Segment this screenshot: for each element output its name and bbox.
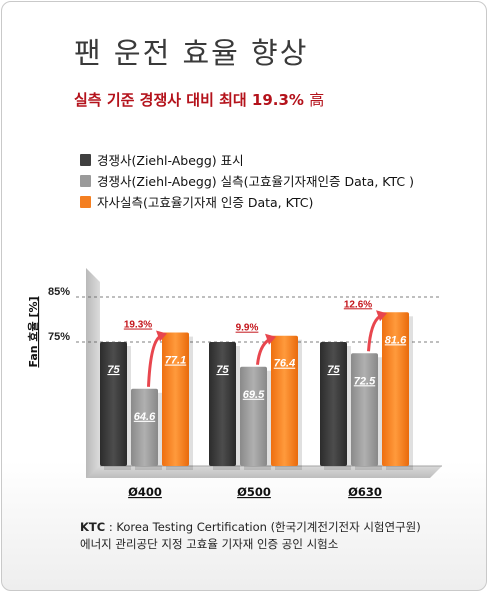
improvement-arrows (147, 310, 387, 387)
footer-note: KTC : Korea Testing Certification (한국기계전… (80, 519, 421, 553)
legend-label: 자사실측(고효율기자재 인증 Data, KTC) (97, 195, 314, 210)
bar (162, 332, 189, 466)
legend-item: 경쟁사(Ziehl-Abegg) 실측(고효율기자재인증 Data, KTC ) (80, 170, 414, 191)
improvement-label: 19.3% (124, 320, 152, 331)
arrow-head (265, 333, 276, 345)
bar-value-label: 69.5 (243, 389, 265, 401)
improvement-labels: 19.3% 9.9% 12.6% (124, 299, 372, 333)
bar-value-label: 75 (107, 364, 120, 376)
bar (209, 342, 236, 466)
bar-value-label: 76.4 (274, 358, 295, 370)
subtitle: 실측 기준 경쟁사 대비 최대 19.3% 高 (74, 89, 324, 110)
legend-label: 경쟁사(Ziehl-Abegg) 실측(고효율기자재인증 Data, KTC ) (97, 174, 414, 189)
legend-swatch (80, 195, 91, 208)
bar (351, 353, 378, 466)
bar (382, 312, 409, 466)
gridlines (76, 296, 442, 343)
chart-left-wall (86, 268, 100, 478)
chart-floor (86, 466, 442, 478)
legend-item: 자사실측(고효율기자재 인증 Data, KTC) (80, 191, 414, 212)
legend-label: 경쟁사(Ziehl-Abegg) 표시 (97, 153, 244, 168)
footer-line-2: 에너지 관리공단 지정 고효율 기자재 인증 공인 시험소 (80, 537, 339, 551)
subtitle-tail: 高 (309, 91, 325, 109)
page-title: 팬 운전 효율 향상 (74, 36, 309, 70)
legend-swatch (80, 153, 91, 166)
legend-item: 경쟁사(Ziehl-Abegg) 표시 (80, 149, 414, 170)
bar (271, 335, 298, 466)
ktc-text: : Korea Testing Certification (한국기계전기전자 … (105, 520, 421, 534)
ktc-label: KTC (80, 520, 106, 534)
y-tick-label: 85% (48, 286, 70, 298)
bar-value-label: 72.5 (354, 375, 376, 387)
category-label: Ø500 (237, 485, 271, 499)
bar-value-label: 77.1 (165, 355, 186, 367)
bar-value-label: 64.6 (134, 411, 156, 423)
arrow-curve (367, 315, 381, 352)
arrow-head (376, 310, 387, 322)
arrow-curve (147, 335, 162, 387)
legend-swatch (80, 174, 91, 187)
bar-value-label: 75 (327, 364, 340, 376)
bar (320, 342, 347, 466)
arrow-head (156, 330, 167, 342)
bars (100, 312, 413, 470)
chart-legend: 경쟁사(Ziehl-Abegg) 표시 경쟁사(Ziehl-Abegg) 실측(… (80, 149, 414, 212)
y-tick-labels: 85% 75% (48, 286, 70, 343)
category-labels: Ø400 Ø500 Ø630 (128, 485, 382, 499)
improvement-label: 12.6% (344, 299, 372, 310)
arrow-curve (256, 338, 270, 365)
y-axis-label: Fan 효율 [%] (26, 296, 40, 367)
improvement-label: 9.9% (236, 323, 259, 334)
category-label: Ø630 (348, 485, 382, 499)
footer-line-1: KTC : Korea Testing Certification (한국기계전… (80, 519, 421, 536)
category-label: Ø400 (128, 485, 162, 499)
y-tick-label: 75% (48, 331, 70, 343)
bar (131, 388, 158, 466)
subtitle-main: 실측 기준 경쟁사 대비 최대 19.3% (74, 91, 304, 109)
value-labels: 75 64.6 77.1 75 69.5 76.4 75 72.5 81.6 (107, 334, 407, 423)
bar (240, 366, 267, 466)
bar-value-label: 75 (216, 364, 229, 376)
bar-value-label: 81.6 (385, 334, 407, 346)
bar (100, 342, 127, 466)
